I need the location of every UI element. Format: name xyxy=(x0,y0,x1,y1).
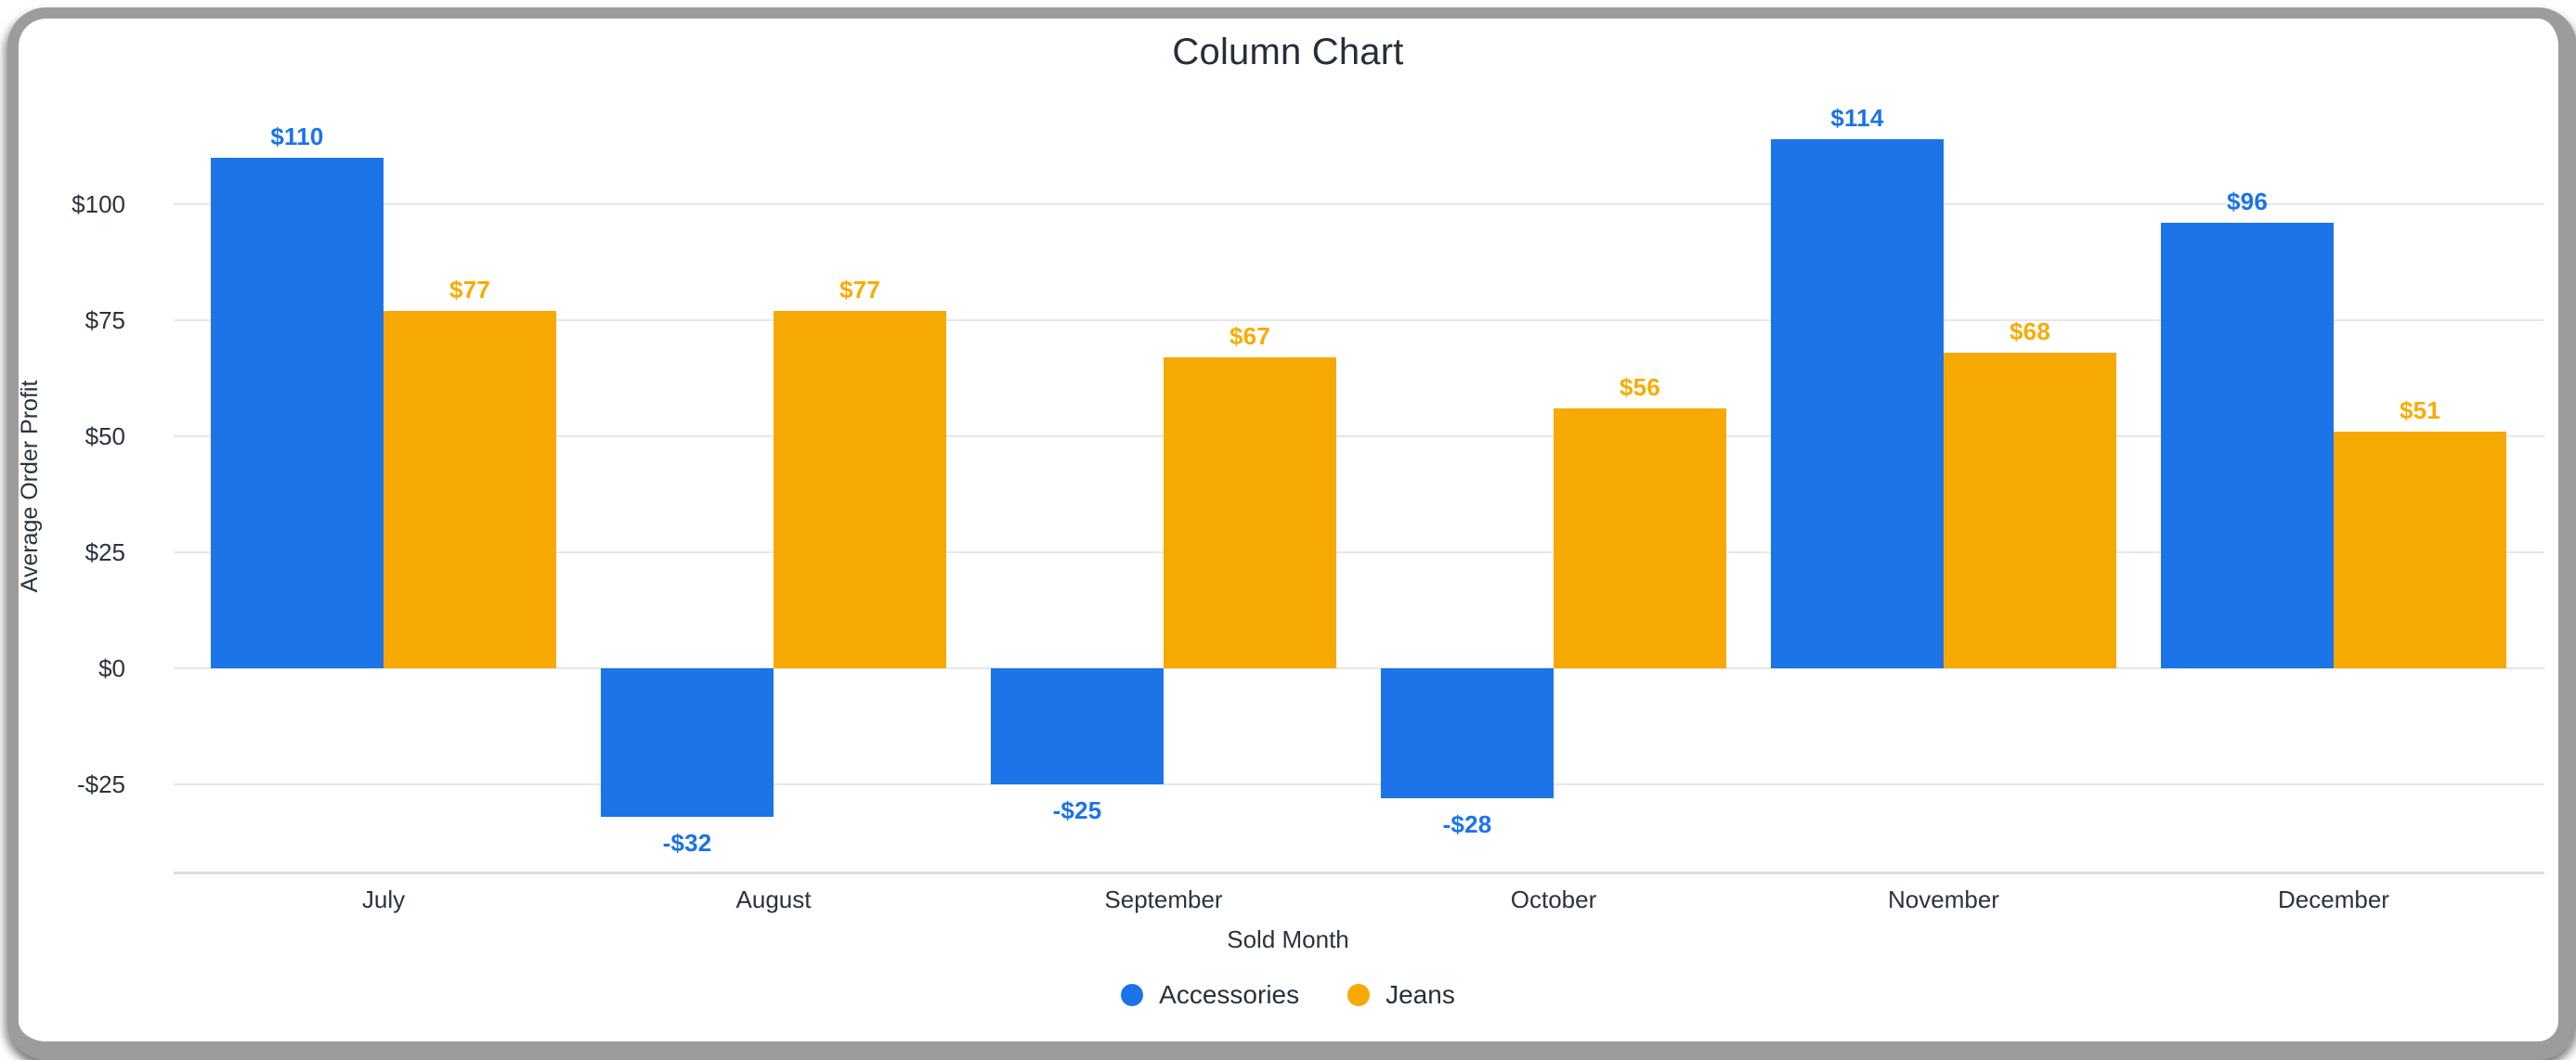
gridline-$25 xyxy=(174,551,2544,553)
x-tick-label-july: July xyxy=(361,885,406,913)
legend-swatch-accessories xyxy=(1121,984,1144,1006)
value-label-jeans-october: $56 xyxy=(1620,373,1660,401)
bar-accessories-october[interactable] xyxy=(1381,668,1554,798)
value-label-jeans-december: $51 xyxy=(2400,396,2440,424)
value-label-accessories-september: -$25 xyxy=(1052,796,1102,824)
x-tick-label-september: September xyxy=(1104,885,1223,913)
chart-title: Column Chart xyxy=(1172,32,1404,72)
x-tick-label-december: December xyxy=(2278,885,2389,913)
gridline-$50 xyxy=(174,435,2544,437)
bar-jeans-october[interactable] xyxy=(1554,408,1726,668)
bar-jeans-november[interactable] xyxy=(1944,353,2116,668)
y-tick-label-$25: $25 xyxy=(85,538,125,566)
bar-accessories-november[interactable] xyxy=(1771,139,1944,668)
x-axis-title: Sold Month xyxy=(1227,925,1349,953)
x-tick-label-november: November xyxy=(1888,885,1999,913)
bar-accessories-december[interactable] xyxy=(2161,223,2334,668)
value-label-accessories-october: -$28 xyxy=(1442,810,1492,838)
x-tick-label-august: August xyxy=(735,885,812,913)
value-label-accessories-november: $114 xyxy=(1830,104,1884,132)
y-axis-title: Average Order Profit xyxy=(17,380,43,593)
value-label-accessories-december: $96 xyxy=(2227,187,2268,215)
value-label-accessories-july: $110 xyxy=(270,123,324,150)
y-tick-label-$100: $100 xyxy=(72,190,125,218)
gridline-$0 xyxy=(174,667,2544,669)
bar-jeans-august[interactable] xyxy=(774,311,946,668)
value-label-jeans-july: $77 xyxy=(449,276,490,304)
legend-label-accessories: Accessories xyxy=(1159,980,1300,1009)
bar-accessories-july[interactable] xyxy=(211,158,384,668)
x-tick-label-october: October xyxy=(1510,885,1597,913)
y-tick-label-$0: $0 xyxy=(98,654,125,682)
legend-swatch-jeans xyxy=(1347,984,1371,1006)
y-tick-label--$25: -$25 xyxy=(76,770,125,798)
legend-item-accessories[interactable]: Accessories xyxy=(1121,980,1299,1010)
gridline--$25 xyxy=(174,783,2544,785)
gridline-$100 xyxy=(174,203,2544,205)
value-label-jeans-november: $68 xyxy=(2010,317,2050,345)
y-tick-label-$50: $50 xyxy=(85,422,125,450)
x-axis-line xyxy=(174,872,2544,874)
value-label-jeans-september: $67 xyxy=(1229,322,1270,350)
y-tick-label-$75: $75 xyxy=(85,306,125,334)
value-label-jeans-august: $77 xyxy=(839,276,880,304)
bar-accessories-september[interactable] xyxy=(991,668,1164,784)
legend: Accessories Jeans xyxy=(0,976,2576,1014)
bar-accessories-august[interactable] xyxy=(601,668,774,817)
value-label-accessories-august: -$32 xyxy=(662,829,712,857)
bar-jeans-july[interactable] xyxy=(384,311,556,668)
bar-jeans-december[interactable] xyxy=(2334,432,2506,668)
gridline-$75 xyxy=(174,319,2544,321)
bar-jeans-september[interactable] xyxy=(1164,357,1336,668)
legend-label-jeans: Jeans xyxy=(1386,980,1455,1009)
legend-item-jeans[interactable]: Jeans xyxy=(1347,980,1455,1010)
